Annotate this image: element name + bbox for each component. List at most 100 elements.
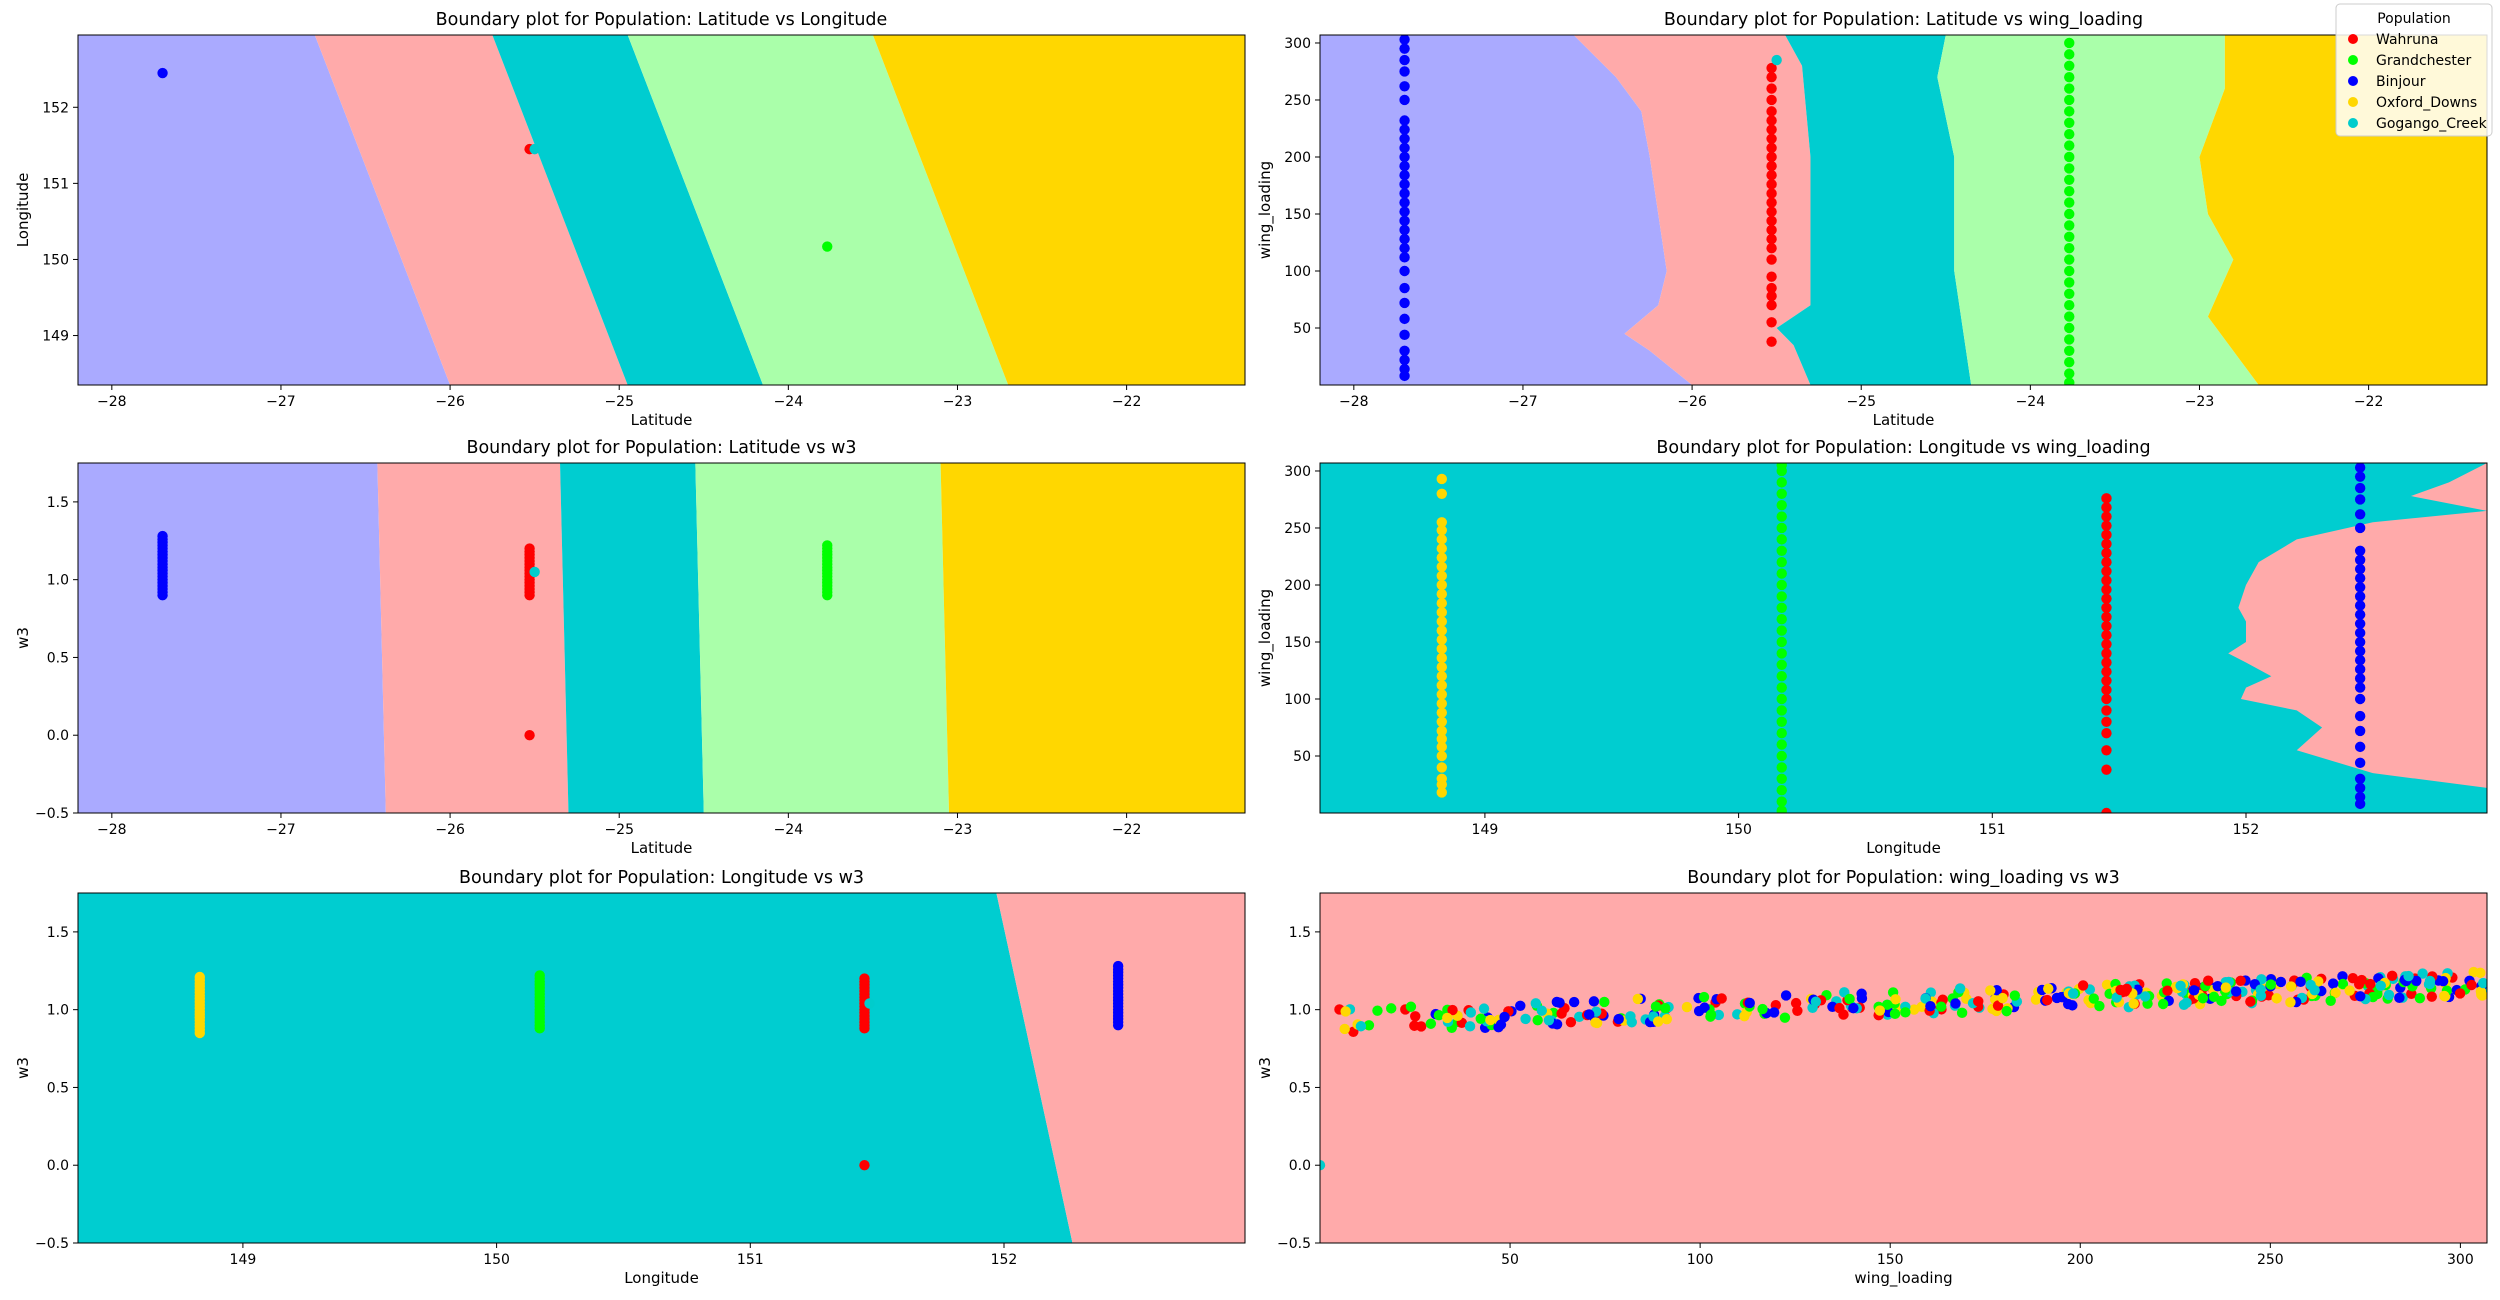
region-binjour <box>78 35 451 385</box>
region-gogango-creek <box>1776 35 1972 385</box>
point-oxford-downs <box>2439 990 2450 1002</box>
point-wahruna <box>2454 988 2466 999</box>
plot-frame <box>77 34 1246 386</box>
point-grandchester <box>1776 477 1787 488</box>
point-gogango-creek <box>2478 977 2487 989</box>
point-grandchester <box>1882 999 1893 1011</box>
point-oxford-downs <box>2101 979 2113 990</box>
chart-title: Boundary plot for Population: Latitude v… <box>436 10 888 30</box>
point-oxford-downs <box>1436 643 1447 655</box>
x-tick-label: 152 <box>2233 822 2260 838</box>
point-grandchester <box>2064 265 2075 277</box>
y-tick-label: 200 <box>1284 578 1311 594</box>
point-grandchester <box>2064 197 2075 208</box>
x-tick-label: −28 <box>97 394 127 410</box>
point-grandchester <box>1776 534 1787 545</box>
point-grandchester <box>1776 784 1787 796</box>
point-grandchester <box>1776 522 1787 534</box>
point-binjour <box>2354 545 2366 556</box>
point-binjour <box>2212 980 2223 992</box>
point-wahruna <box>2353 978 2365 990</box>
point-oxford-downs <box>2330 987 2341 998</box>
point-gogango-creek <box>1954 983 1966 994</box>
point-wahruna <box>1766 133 1777 144</box>
point-wahruna <box>2119 986 2131 997</box>
point-binjour <box>1399 233 1410 245</box>
point-binjour <box>2295 976 2306 988</box>
x-tick-label: 300 <box>2447 1252 2474 1268</box>
axis-ticks: 149 150 151 152 50 100 150 200 250 300 <box>1284 464 2259 838</box>
legend-item: Binjour <box>2348 74 2426 90</box>
point-binjour <box>1399 345 1410 356</box>
region-oxford-downs <box>872 35 1245 385</box>
x-tick-label: −27 <box>1508 394 1538 410</box>
point-wahruna <box>2101 511 2112 522</box>
point-wahruna <box>1766 233 1777 245</box>
point-wahruna <box>2101 502 2112 513</box>
point-wahruna <box>2263 990 2274 1001</box>
chart-panel-5: 149 150 151 152 −0.5 0.0 0.5 1.0 1.5 Boundary plo… <box>14 868 1246 1287</box>
y-tick-label: 1.0 <box>47 1003 69 1019</box>
x-tick-label: −26 <box>435 822 465 838</box>
point-wahruna <box>2365 978 2376 990</box>
region-wahruna <box>314 35 628 385</box>
point-grandchester <box>1475 1013 1486 1024</box>
y-tick-label: −0.5 <box>35 1236 69 1252</box>
legend-marker <box>2348 55 2358 65</box>
point-binjour <box>2337 971 2348 982</box>
point-wahruna <box>2386 970 2398 982</box>
point-wahruna <box>2077 980 2089 991</box>
point-binjour <box>1588 996 1600 1007</box>
chart-title: Boundary plot for Population: Longitude … <box>459 868 864 888</box>
region-gogango-creek <box>1320 463 2487 813</box>
decision-regions <box>1320 893 2487 1243</box>
point-grandchester <box>2197 993 2209 1004</box>
point-gogango-creek <box>1478 1003 1490 1014</box>
point-grandchester <box>1776 705 1787 716</box>
decision-regions <box>1320 463 2487 813</box>
point-wahruna <box>1766 71 1777 83</box>
point-binjour <box>2354 618 2366 629</box>
point-binjour <box>2355 991 2366 1002</box>
point-binjour <box>1515 1000 1526 1012</box>
point-oxford-downs <box>1436 716 1447 727</box>
x-tick-label: 250 <box>2257 1252 2284 1268</box>
point-grandchester <box>2064 311 2075 322</box>
point-wahruna <box>2101 620 2112 632</box>
point-oxford-downs <box>1632 993 1644 1005</box>
point-binjour <box>2354 471 2366 482</box>
point-oxford-downs <box>1436 762 1447 773</box>
point-grandchester <box>1900 1007 1911 1018</box>
point-oxford-downs <box>1436 670 1447 682</box>
point-binjour <box>1399 133 1410 144</box>
point-wahruna <box>1766 83 1777 94</box>
point-gogango-creek <box>2178 999 2190 1010</box>
axis-ticks: −28 −27 −26 −25 −24 −23 −22 −0.5 0.0 0.5 1.0 1.5 <box>35 495 1141 838</box>
point-grandchester <box>1776 716 1787 727</box>
x-tick-label: 149 <box>230 1252 257 1268</box>
y-axis-label: w3 <box>1256 1057 1274 1079</box>
legend-label: Oxford_Downs <box>2376 95 2477 111</box>
point-grandchester <box>1779 1012 1791 1023</box>
chart-panel-2: −28 −27 −26 −25 −24 −23 −22 50 100 150 200 250 300 Bo… <box>1256 10 2488 429</box>
point-binjour <box>1399 81 1410 92</box>
point-oxford-downs <box>1436 661 1447 673</box>
point-binjour <box>2354 463 2366 473</box>
point-wahruna <box>1766 317 1777 328</box>
point-gogango-creek <box>1520 1013 1531 1025</box>
y-tick-label: 200 <box>1284 150 1311 166</box>
y-tick-label: 50 <box>1293 749 1311 765</box>
axis-ticks: −28 −27 −26 −25 −24 −23 −22 50 100 150 200 250 300 <box>1284 36 2383 410</box>
point-grandchester <box>2265 979 2277 990</box>
point-grandchester <box>2064 299 2075 311</box>
point-grandchester <box>2064 208 2075 220</box>
chart-title: Boundary plot for Population: Latitude v… <box>1664 10 2143 30</box>
point-oxford-downs <box>1908 1004 1920 1015</box>
plot-frame <box>1319 462 2488 814</box>
point-binjour <box>1768 1007 1780 1018</box>
point-wahruna <box>1766 336 1777 347</box>
point-binjour <box>1399 188 1410 199</box>
point-grandchester <box>1889 1008 1901 1020</box>
legend-label: Gogango_Creek <box>2376 116 2488 132</box>
point-gogango-creek <box>1320 1160 1326 1171</box>
